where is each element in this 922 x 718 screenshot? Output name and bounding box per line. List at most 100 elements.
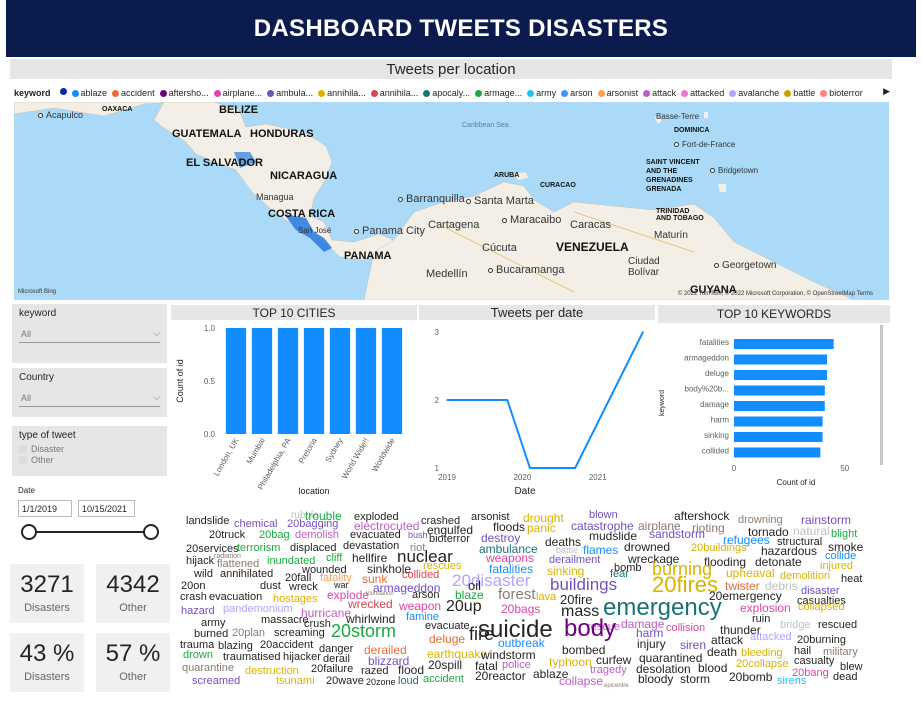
- wordcloud-word[interactable]: 20collapse: [736, 658, 789, 670]
- wordcloud-word[interactable]: 20failure: [311, 663, 354, 675]
- wordcloud-word[interactable]: 20disaster: [452, 571, 531, 590]
- wordcloud-word[interactable]: fire: [469, 624, 495, 644]
- wordcloud-word[interactable]: forest: [498, 586, 536, 603]
- wordcloud-word[interactable]: rainstorm: [801, 513, 852, 527]
- wordcloud-word[interactable]: pandemonium: [223, 603, 293, 615]
- wordcloud-word[interactable]: attacked: [750, 631, 792, 643]
- wordcloud-word[interactable]: rubble: [291, 510, 319, 521]
- wordcloud-word[interactable]: wild: [194, 568, 213, 580]
- wordcloud-word[interactable]: derailment: [549, 554, 601, 566]
- wordcloud-word[interactable]: panic: [527, 521, 556, 535]
- wordcloud-word[interactable]: collide: [825, 550, 857, 562]
- wordcloud-word[interactable]: fatal: [475, 659, 498, 673]
- wordcloud-word[interactable]: detonate: [755, 555, 802, 569]
- wordcloud-word[interactable]: war: [334, 580, 349, 590]
- wordcloud-word[interactable]: 20accident: [260, 639, 314, 651]
- wordcloud-word[interactable]: heat: [841, 573, 863, 585]
- wordcloud-word[interactable]: hazard: [181, 605, 215, 617]
- wordcloud-word[interactable]: drought: [523, 511, 564, 525]
- wordcloud-word[interactable]: wounded: [302, 564, 347, 576]
- wordcloud-word[interactable]: sandstorm: [649, 527, 706, 541]
- wordcloud-word[interactable]: 20bag: [259, 529, 290, 541]
- wordcloud-word[interactable]: sirens: [777, 675, 807, 687]
- wordcloud-word[interactable]: battle: [556, 545, 579, 555]
- legend-item[interactable]: aftersho...: [159, 88, 209, 98]
- wordcloud-word[interactable]: 20truck: [209, 529, 246, 541]
- wordcloud-word[interactable]: bomb: [614, 562, 642, 574]
- date-start-input[interactable]: 1/1/2019: [18, 500, 72, 517]
- wordcloud-word[interactable]: explosion: [740, 601, 791, 615]
- date-end-input[interactable]: 10/15/2021: [78, 500, 135, 517]
- wordcloud-word[interactable]: 20zone: [366, 677, 396, 687]
- wordcloud-word[interactable]: burned: [194, 628, 229, 640]
- wordcloud-word[interactable]: rescue: [587, 621, 621, 633]
- wordcloud-word[interactable]: drowned: [624, 540, 671, 554]
- wordcloud-word[interactable]: smoke: [828, 540, 864, 554]
- wordcloud-word[interactable]: armageddon: [373, 581, 441, 595]
- wordcloud-word[interactable]: suicide: [478, 616, 553, 643]
- wordcloud-word[interactable]: blazing: [218, 640, 253, 652]
- wordcloud-word[interactable]: riot: [410, 542, 426, 554]
- wordcloud-word[interactable]: accident: [423, 673, 464, 685]
- wordcloud-word[interactable]: injured: [820, 560, 854, 572]
- wordcloud-word[interactable]: evacuate: [425, 620, 470, 632]
- wordcloud-word[interactable]: burning: [652, 559, 713, 579]
- wordcloud-word[interactable]: death: [707, 645, 738, 659]
- wordcloud-word[interactable]: damage: [621, 617, 665, 631]
- wordcloud-word[interactable]: blew: [840, 661, 863, 673]
- wordcloud-word[interactable]: 20services: [186, 543, 239, 555]
- wordcloud-word[interactable]: emergency: [603, 594, 722, 621]
- wordcloud-word[interactable]: structural: [777, 536, 823, 548]
- wordcloud-word[interactable]: evacuated: [350, 529, 401, 541]
- wordcloud-word[interactable]: blight: [831, 528, 858, 540]
- wordcloud-word[interactable]: 20burning: [797, 634, 846, 646]
- keyword-dropdown[interactable]: All ⌵: [19, 325, 160, 343]
- wordcloud-word[interactable]: 20reactor: [475, 669, 526, 683]
- wordcloud-word[interactable]: 20spill: [428, 658, 463, 672]
- legend-item[interactable]: army: [527, 88, 556, 98]
- wordcloud-word[interactable]: collapsed: [798, 601, 845, 613]
- wordcloud-word[interactable]: crash: [180, 591, 207, 603]
- wordcloud-word[interactable]: derailed: [364, 643, 407, 657]
- wordcloud-word[interactable]: debris: [765, 579, 798, 593]
- wordcloud-word[interactable]: army: [201, 617, 226, 629]
- wordcloud-word[interactable]: fear: [610, 568, 629, 580]
- tweets-per-date-chart[interactable]: 1 2 3 2019 2020 2021 Date: [419, 320, 659, 500]
- wordcloud-word[interactable]: tornado: [748, 525, 789, 539]
- wordcloud-word[interactable]: destroy: [481, 531, 521, 545]
- wordcloud-word[interactable]: flames: [583, 543, 619, 557]
- legend-item[interactable]: battle: [784, 88, 815, 98]
- wordcloud-word[interactable]: wreckage: [628, 552, 680, 566]
- top-keywords-chart[interactable]: keyword fatalities armageddon deluge body%20…: [656, 323, 888, 503]
- wordcloud-word[interactable]: tsunami: [276, 675, 315, 687]
- wordcloud-word[interactable]: floods: [493, 520, 526, 534]
- wordcloud-word[interactable]: tragedy: [590, 664, 627, 676]
- wordcloud-word[interactable]: sinkhole: [367, 562, 412, 576]
- wordcloud-word[interactable]: collided: [402, 569, 440, 581]
- wordcloud-word[interactable]: police: [502, 659, 531, 671]
- wordcloud-word[interactable]: outbreak: [498, 636, 545, 650]
- wordcloud-word[interactable]: aftershock: [674, 509, 730, 523]
- wordcloud-word[interactable]: destruction: [245, 665, 299, 677]
- wordcloud-word[interactable]: ablaze: [533, 667, 569, 681]
- legend-item[interactable]: attacked: [681, 88, 724, 98]
- wordcloud-word[interactable]: engulfed: [427, 523, 474, 537]
- wordcloud-word[interactable]: bloody: [638, 672, 674, 686]
- wordcloud-word[interactable]: terrorism: [237, 542, 281, 554]
- wordcloud-word[interactable]: explode: [327, 588, 370, 602]
- legend-item[interactable]: attack: [643, 88, 676, 98]
- wordcloud-word[interactable]: demolish: [295, 529, 340, 541]
- legend-item[interactable]: arson: [561, 88, 593, 98]
- wordcloud-word[interactable]: quarantined: [639, 651, 703, 665]
- wordcloud-word[interactable]: disaster: [801, 585, 840, 597]
- wordcloud-word[interactable]: 20up: [446, 598, 482, 615]
- wordcloud-word[interactable]: screamed: [192, 675, 241, 687]
- wordcloud-word[interactable]: catastrophe: [571, 519, 634, 533]
- wordcloud-word[interactable]: derail: [323, 653, 350, 665]
- wordcloud-word[interactable]: weapon: [399, 599, 442, 613]
- wordcloud-word[interactable]: thunder: [720, 623, 761, 637]
- wordcloud-word[interactable]: 20buildings: [691, 542, 747, 554]
- wordcloud-word[interactable]: rioting: [692, 521, 725, 535]
- keyword-wordcloud[interactable]: landslide exploded crashed arsonist drought b…: [180, 508, 880, 690]
- wordcloud-word[interactable]: casualty: [794, 655, 835, 667]
